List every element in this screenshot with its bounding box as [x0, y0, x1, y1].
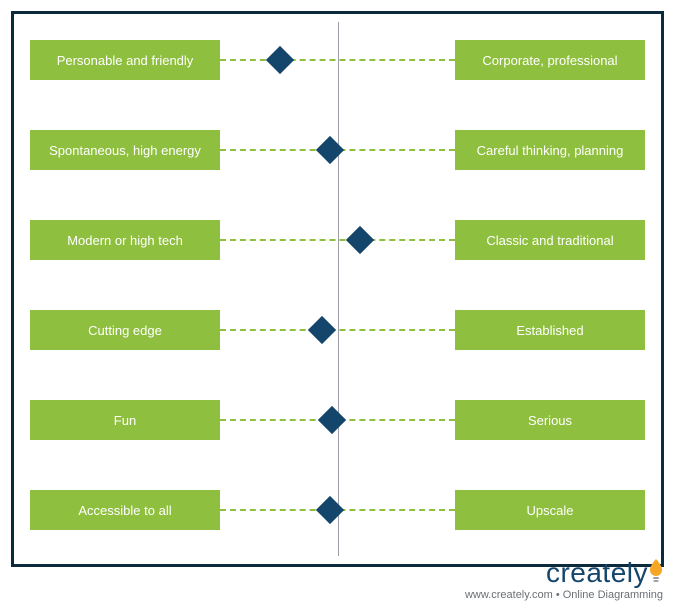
brand-wordmark: creately	[546, 557, 648, 588]
connector-line	[220, 59, 455, 61]
footer-tagline: www.creately.com • Online Diagramming	[465, 589, 663, 601]
brand-logo: creately	[465, 559, 663, 587]
footer: creately www.creately.com • Online Diagr…	[465, 559, 663, 601]
scale-label-left: Fun	[30, 400, 220, 440]
scale-label-right: Careful thinking, planning	[455, 130, 645, 170]
scale-label-left: Cutting edge	[30, 310, 220, 350]
scale-label-left: Personable and friendly	[30, 40, 220, 80]
scale-label-right: Serious	[455, 400, 645, 440]
connector-line	[220, 329, 455, 331]
diagram-canvas: Personable and friendly Corporate, profes…	[0, 0, 675, 605]
scale-label-right: Upscale	[455, 490, 645, 530]
scale-label-left: Modern or high tech	[30, 220, 220, 260]
scale-label-left: Spontaneous, high energy	[30, 130, 220, 170]
scale-label-left: Accessible to all	[30, 490, 220, 530]
scale-label-right: Established	[455, 310, 645, 350]
scale-label-right: Corporate, professional	[455, 40, 645, 80]
lightbulb-icon	[649, 559, 663, 583]
center-axis-line	[338, 22, 339, 556]
scale-label-right: Classic and traditional	[455, 220, 645, 260]
connector-line	[220, 239, 455, 241]
